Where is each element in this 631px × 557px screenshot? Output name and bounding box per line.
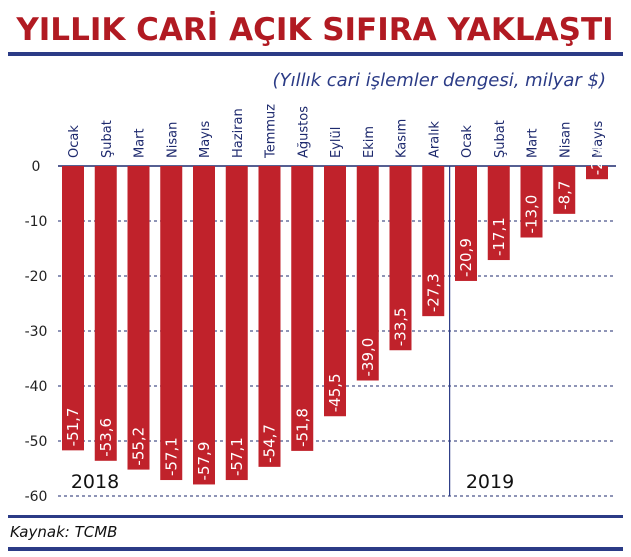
bar — [455, 166, 477, 281]
value-label: -54,7 — [261, 424, 279, 463]
bar — [553, 166, 576, 214]
value-label: -13,0 — [523, 195, 541, 234]
month-label: Ekim — [362, 126, 377, 158]
chart-title: YILLIK CARİ AÇIK SIFIRA YAKLAŞTI — [15, 12, 613, 48]
month-label: Mart — [526, 128, 541, 158]
month-label: Eylül — [329, 127, 344, 158]
value-label: -39,0 — [359, 338, 377, 377]
value-label: -27,3 — [424, 273, 442, 312]
value-label: -53,6 — [97, 418, 115, 457]
month-label: Kasım — [395, 119, 410, 158]
value-label: -8,7 — [555, 181, 573, 210]
chart-subtitle: (Yıllık cari işlemler dengesi, milyar $) — [273, 70, 606, 91]
month-label: Haziran — [231, 108, 246, 158]
bar — [94, 166, 117, 461]
value-label: -57,1 — [162, 437, 180, 476]
month-label: Nisan — [558, 122, 573, 158]
value-label: -51,8 — [293, 408, 311, 447]
bar — [487, 166, 510, 261]
bar — [127, 166, 150, 470]
bar — [160, 166, 183, 481]
bar — [62, 166, 84, 451]
bar — [422, 166, 445, 317]
footer-rule — [8, 515, 623, 518]
bar — [225, 166, 248, 481]
bar — [324, 166, 346, 417]
value-label: -2,4 — [588, 146, 606, 175]
bar — [389, 166, 412, 351]
value-label: -57,9 — [195, 442, 213, 481]
bar — [291, 166, 314, 451]
bar — [193, 166, 215, 485]
source-note: Kaynak: TCMB — [10, 523, 117, 541]
chart-header: YILLIK CARİ AÇIK SIFIRA YAKLAŞTI (Yıllık… — [8, 12, 623, 91]
y-tick-label: -10 — [25, 214, 48, 230]
y-tick-label: -30 — [25, 324, 48, 340]
y-tick-label: -60 — [25, 489, 48, 505]
month-label: Ağustos — [296, 106, 311, 158]
bar — [356, 166, 379, 381]
month-label: Mayıs — [591, 121, 606, 158]
value-label: -51,7 — [64, 408, 82, 447]
month-label: Temmuz — [264, 104, 279, 159]
year-label-2018: 2018 — [71, 471, 119, 493]
month-label: Mayıs — [198, 121, 213, 158]
bars-layer — [62, 166, 608, 485]
month-label: Şubat — [100, 120, 115, 158]
y-tick-label: 0 — [32, 159, 41, 175]
value-label: -57,1 — [228, 437, 246, 476]
header-rule — [8, 52, 623, 56]
y-tick-label: -50 — [25, 434, 48, 450]
labels-layer: Ocak -51,7 Şubat -53,6 Mart -55,2 Nisan -57,1 Ma… — [64, 104, 606, 493]
month-label: Nisan — [165, 122, 180, 158]
y-tick-label: -20 — [25, 269, 48, 285]
bar — [520, 166, 543, 238]
bar — [586, 166, 608, 180]
month-label: Ocak — [460, 125, 475, 158]
value-label: -55,2 — [130, 427, 148, 466]
y-tick-label: -40 — [25, 379, 48, 395]
year-label-2019: 2019 — [466, 471, 514, 493]
value-label: -45,5 — [326, 373, 344, 412]
chart-footer: Kaynak: TCMB — [8, 515, 623, 551]
month-label: Ocak — [67, 125, 82, 158]
month-label: Mart — [133, 128, 148, 158]
bar — [258, 166, 281, 467]
value-label: -17,1 — [490, 217, 508, 256]
month-label: Aralık — [427, 121, 442, 158]
value-label: -33,5 — [392, 307, 410, 346]
value-label: -20,9 — [457, 238, 475, 277]
footer-bottom-rule — [8, 547, 623, 551]
month-label: Şubat — [493, 120, 508, 158]
